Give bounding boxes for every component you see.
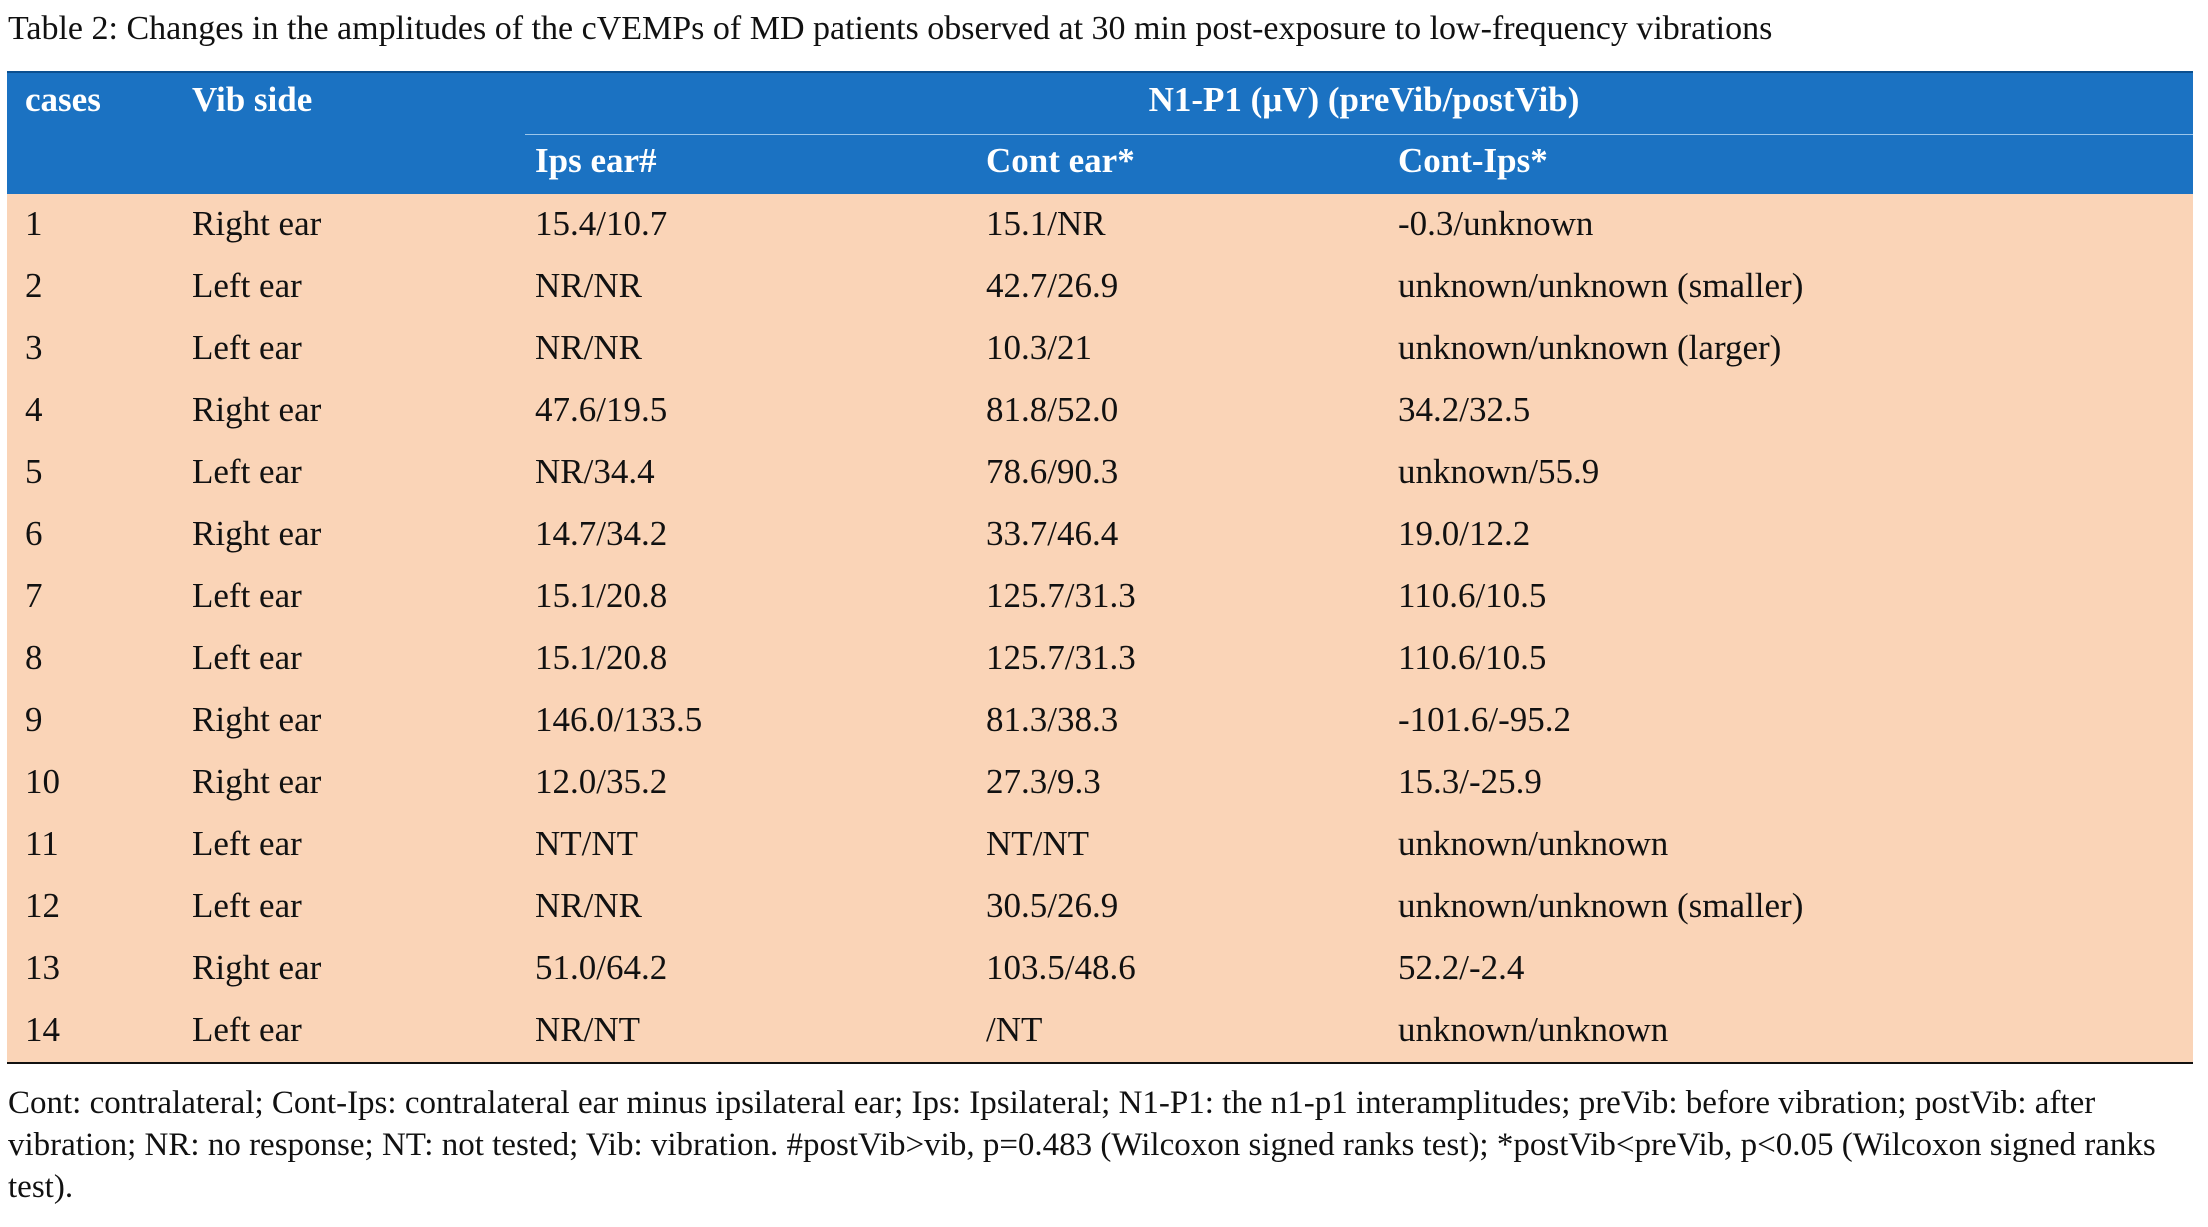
table-cell: unknown/unknown — [1398, 1010, 1669, 1049]
table-cell: Left ear — [192, 1010, 302, 1049]
header-cell: Cont-Ips* — [1398, 141, 1548, 180]
table-cell: 9 — [25, 700, 43, 739]
table-cell: unknown/unknown (smaller) — [1398, 266, 1804, 305]
table-cell: 42.7/26.9 — [986, 266, 1119, 305]
footnote: Cont: contralateral; Cont-Ips: contralat… — [8, 1085, 2156, 1205]
table-cell: Left ear — [192, 576, 302, 615]
table-cell: 1 — [25, 204, 43, 243]
table-cell: 8 — [25, 638, 43, 677]
table-cell: NR/NR — [535, 328, 642, 367]
table-cell: Right ear — [192, 514, 322, 553]
header-group: N1-P1 (μV) (preVib/postVib) — [1148, 80, 1580, 119]
table-cell: unknown/unknown (larger) — [1398, 328, 1782, 367]
table-cell: 12 — [25, 886, 60, 925]
table-cell: NR/34.4 — [535, 452, 655, 491]
table-cell: 125.7/31.3 — [986, 576, 1136, 615]
table-cell: 15.4/10.7 — [535, 204, 668, 243]
table-cell: 6 — [25, 514, 43, 553]
table-cell: 15.3/-25.9 — [1398, 762, 1542, 801]
table-cell: 2 — [25, 266, 43, 305]
table-cell: 33.7/46.4 — [986, 514, 1119, 553]
header-cell: cases — [25, 80, 101, 119]
table-cell: unknown/55.9 — [1398, 452, 1600, 491]
table-cell: 19.0/12.2 — [1398, 514, 1531, 553]
table-cell: 5 — [25, 452, 43, 491]
table-cell: 103.5/48.6 — [986, 948, 1136, 987]
table-cell: 146.0/133.5 — [535, 700, 703, 739]
table-cell: 13 — [25, 948, 60, 987]
table-cell: 52.2/-2.4 — [1398, 948, 1525, 987]
table-cell: Left ear — [192, 638, 302, 677]
table-cell: 81.3/38.3 — [986, 700, 1119, 739]
table-cell: 27.3/9.3 — [986, 762, 1101, 801]
table-cell: 30.5/26.9 — [986, 886, 1119, 925]
table-cell: 125.7/31.3 — [986, 638, 1136, 677]
table-cell: -101.6/-95.2 — [1398, 700, 1572, 739]
header-band — [7, 71, 2193, 196]
table-cell: 4 — [25, 390, 43, 429]
table-cell: Right ear — [192, 948, 322, 987]
header-cell: Cont ear* — [986, 141, 1135, 180]
table-cell: 10.3/21 — [986, 328, 1092, 367]
table-cell: NT/NT — [535, 824, 639, 863]
table-cell: Right ear — [192, 700, 322, 739]
table-body — [7, 194, 2193, 1064]
table-cell: Left ear — [192, 328, 302, 367]
table-cell: 78.6/90.3 — [986, 452, 1119, 491]
table-cell: Right ear — [192, 204, 322, 243]
table-cell: -0.3/unknown — [1398, 204, 1594, 243]
table-cell: Left ear — [192, 886, 302, 925]
header-cell: Ips ear# — [535, 141, 657, 180]
table-cell: Left ear — [192, 266, 302, 305]
table-cell: 47.6/19.5 — [535, 390, 668, 429]
table-cell: 3 — [25, 328, 43, 367]
table-cell: 110.6/10.5 — [1398, 576, 1547, 615]
table-cell: 51.0/64.2 — [535, 948, 668, 987]
table-cell: Right ear — [192, 390, 322, 429]
table-cell: unknown/unknown — [1398, 824, 1669, 863]
table-cell: NT/NT — [986, 824, 1090, 863]
table-cell: 10 — [25, 762, 60, 801]
header-cell: Vib side — [192, 80, 313, 119]
table-cell: 81.8/52.0 — [986, 390, 1119, 429]
table-cell: 34.2/32.5 — [1398, 390, 1531, 429]
header-divider — [525, 134, 2193, 135]
table-cell: NR/NR — [535, 886, 642, 925]
table-cell: 14.7/34.2 — [535, 514, 668, 553]
table-title: Table 2: Changes in the amplitudes of th… — [8, 10, 1773, 47]
table-cell: NR/NR — [535, 266, 642, 305]
table-cell: 7 — [25, 576, 43, 615]
table-cell: NR/NT — [535, 1010, 640, 1049]
table-cell: Right ear — [192, 762, 322, 801]
table-cell: 14 — [25, 1010, 60, 1049]
table-cell: 12.0/35.2 — [535, 762, 668, 801]
table-cell: 15.1/20.8 — [535, 576, 668, 615]
table-cell: 15.1/NR — [986, 204, 1106, 243]
table-cell: 15.1/20.8 — [535, 638, 668, 677]
table-cell: unknown/unknown (smaller) — [1398, 886, 1804, 925]
table-cell: 110.6/10.5 — [1398, 638, 1547, 677]
table-cell: Left ear — [192, 452, 302, 491]
table-cell: /NT — [986, 1010, 1043, 1049]
table-cell: 11 — [25, 824, 59, 863]
table-cell: Left ear — [192, 824, 302, 863]
